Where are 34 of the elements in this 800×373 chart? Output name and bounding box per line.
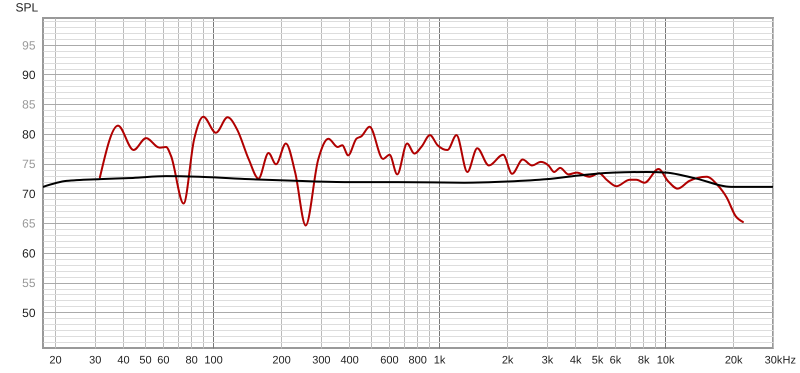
y-tick-label: 60 [22, 246, 36, 260]
x-tick-label: 5k [592, 354, 604, 366]
x-tick-label: 1k [434, 354, 446, 366]
x-tick-label: 50 [139, 354, 152, 366]
x-tick-label: 30 [89, 354, 102, 366]
y-tick-label: 65 [22, 216, 36, 231]
x-tick-label: 6k [610, 354, 622, 366]
x-tick-label: 8k [638, 354, 650, 366]
y-axis-title: SPL [16, 0, 39, 14]
x-tick-label: 600 [380, 354, 399, 366]
x-tick-label: 100 [204, 354, 223, 366]
y-tick-label: 85 [22, 98, 36, 112]
x-tick-label: 10k [656, 354, 675, 366]
x-tick-label: 200 [272, 354, 291, 366]
x-tick-label: 2k [502, 354, 514, 366]
x-tick-label: 80 [185, 354, 198, 366]
x-tick-label: 20k [724, 354, 744, 366]
x-axis-title: Hz [782, 354, 796, 366]
x-tick-label: 20 [49, 354, 62, 366]
x-tick-label: 4k [570, 354, 582, 366]
x-tick-label: 300 [312, 354, 331, 366]
x-tick-label: 30k [764, 354, 783, 366]
y-tick-label: 80 [22, 127, 36, 142]
y-tick-label: 90 [22, 68, 36, 82]
x-tick-label: 800 [408, 354, 427, 366]
y-tick-label: 70 [22, 186, 36, 201]
y-tick-label: 75 [22, 157, 36, 172]
x-tick-label: 60 [157, 354, 170, 366]
x-tick-label: 400 [340, 354, 359, 366]
y-tick-label: 50 [22, 306, 36, 320]
x-tick-label: 40 [117, 354, 130, 366]
y-tick-label: 95 [22, 38, 36, 52]
x-tick-label: 3k [542, 354, 554, 366]
y-tick-label: 55 [22, 276, 36, 290]
